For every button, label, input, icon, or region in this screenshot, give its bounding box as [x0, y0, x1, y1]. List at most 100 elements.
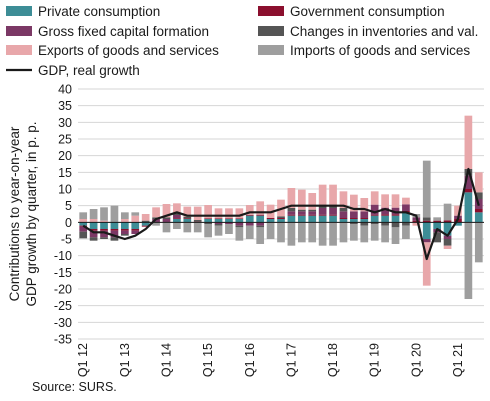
- x-tick-label: Q1 14: [159, 343, 173, 377]
- y-tick-label: -30: [54, 316, 72, 330]
- bar-segment: [277, 219, 285, 223]
- bar-segment: [464, 222, 473, 299]
- x-tick-label: Q1 12: [76, 343, 90, 377]
- bar-segment: [297, 211, 306, 215]
- bar-segment: [162, 217, 171, 219]
- bar-segment: [204, 218, 212, 219]
- bar-segment: [89, 209, 98, 219]
- bar-segment: [277, 218, 285, 219]
- bar-segment: [100, 222, 108, 229]
- legend-swatch: [6, 45, 32, 55]
- bar-segment: [412, 220, 421, 223]
- y-axis-title-line-2: GDP growth by quarter, in p. p.: [24, 121, 39, 306]
- bar-segment: [120, 234, 129, 236]
- bar-segment: [173, 203, 181, 214]
- bar-segment: [204, 219, 212, 223]
- bar-segment: [370, 215, 379, 223]
- y-tick-label: 20: [58, 149, 72, 163]
- legend-label: Government consumption: [290, 4, 445, 19]
- bar-segment: [474, 172, 483, 193]
- x-tick-label: Q1 20: [409, 343, 423, 377]
- bar-segment: [173, 213, 181, 215]
- legend-label: Gross fixed capital formation: [38, 24, 209, 39]
- bar-segment: [339, 211, 348, 218]
- bar-segment: [100, 207, 108, 221]
- bar-segment: [381, 222, 389, 226]
- bar-segment: [391, 222, 400, 228]
- bar-segment: [256, 215, 265, 223]
- bar-segment: [360, 225, 369, 243]
- bar-segment: [152, 207, 160, 218]
- bar-segment: [89, 237, 98, 241]
- bar-segment: [110, 222, 119, 229]
- y-tick-label: -15: [54, 266, 72, 280]
- bar-segment: [173, 219, 181, 223]
- bar-segment: [443, 203, 452, 221]
- bar-segment: [214, 218, 223, 219]
- bar-segment: [235, 218, 244, 219]
- y-tick-labels: -35 -30 -25 -20 -15 -10 -5 0 5 10 15 20 25 30 35 40: [54, 83, 72, 347]
- bar-segment: [110, 230, 119, 238]
- bar-segment: [173, 218, 181, 219]
- bar-segment: [266, 222, 275, 239]
- y-tick-label: 30: [58, 116, 72, 130]
- bar-segment: [339, 218, 348, 219]
- bar-segment: [256, 227, 265, 244]
- bar-segment: [381, 225, 389, 243]
- bar-segment: [350, 211, 358, 218]
- legend-label: Private consumption: [38, 4, 160, 19]
- bar-segment: [464, 192, 473, 223]
- y-tick-label: -20: [54, 283, 72, 297]
- bar-segment: [308, 193, 317, 210]
- bar-segment: [120, 222, 129, 229]
- bar-segment: [402, 225, 410, 239]
- bar-segment: [464, 189, 473, 193]
- bar-segment: [266, 218, 275, 219]
- y-tick-label: 35: [58, 99, 72, 113]
- x-tick-label: Q1 16: [243, 343, 257, 377]
- x-tick-labels: Q1 12 Q1 13 Q1 14 Q1 15 Q1 16 Q1 17 Q1 18 Q1 19…: [76, 343, 465, 377]
- y-tick-label: -35: [54, 333, 72, 347]
- bar-segment: [141, 222, 150, 226]
- bar-segment: [474, 222, 483, 263]
- bar-segment: [287, 222, 296, 246]
- bar-segment: [360, 218, 369, 219]
- bar-segment: [329, 222, 337, 246]
- bar-segment: [329, 214, 337, 216]
- gridlines: [78, 88, 484, 340]
- bar-segment: [391, 227, 400, 244]
- y-tick-label: -25: [54, 299, 72, 313]
- bar-segment: [443, 222, 452, 236]
- bar-segment: [183, 206, 192, 217]
- bar-segment: [100, 237, 108, 239]
- bar-segment: [89, 229, 98, 231]
- y-tick-label: 10: [58, 183, 72, 197]
- bar-segment: [256, 222, 265, 226]
- bar-segment: [193, 222, 202, 233]
- bar-segment: [141, 220, 150, 223]
- bar-segment: [120, 219, 129, 223]
- bar-segment: [287, 188, 296, 208]
- bar-segment: [225, 222, 233, 224]
- x-tick-label: Q1 15: [201, 343, 215, 377]
- bar-segment: [474, 212, 483, 223]
- bar-segment: [100, 229, 108, 231]
- bar-segment: [454, 222, 462, 226]
- bar-segment: [360, 222, 369, 226]
- bar-segment: [350, 194, 358, 212]
- bar-segment: [287, 208, 296, 212]
- bar-segment: [214, 219, 223, 223]
- bar-segment: [287, 211, 296, 215]
- bar-segment: [204, 222, 212, 224]
- bar-segment: [402, 204, 410, 211]
- gdp-line-group: [82, 167, 480, 261]
- bar-segment: [79, 219, 88, 223]
- legend-swatch: [258, 6, 284, 16]
- bar-segment: [464, 175, 473, 189]
- bar-segment: [318, 222, 327, 246]
- bar-segment: [245, 215, 254, 223]
- bar-segment: [443, 235, 452, 239]
- bar-segment: [370, 204, 379, 215]
- bar-segment: [422, 220, 431, 223]
- bar-segment: [339, 208, 348, 212]
